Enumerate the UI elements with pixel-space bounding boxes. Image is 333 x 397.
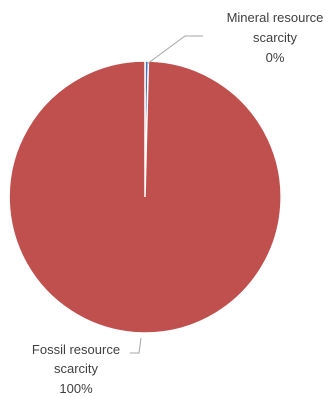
pie-slices (8, 60, 282, 334)
mineral-label-name-line1: Mineral resource (227, 10, 324, 25)
mineral-label-percent: 0% (266, 50, 285, 65)
fossil-label-name-line2: scarcity (54, 361, 99, 376)
fossil-label-percent: 100% (59, 381, 93, 396)
leader-lines (130, 35, 203, 354)
mineral-leader-line (146, 35, 203, 65)
pie-slice-fossil (8, 60, 282, 334)
fossil-label-name-line1: Fossil resource (32, 342, 120, 357)
mineral-label-name-line2: scarcity (253, 30, 298, 45)
data-labels: Mineral resource scarcity 0% Fossil reso… (32, 10, 323, 396)
fossil-leader-line (130, 337, 142, 354)
